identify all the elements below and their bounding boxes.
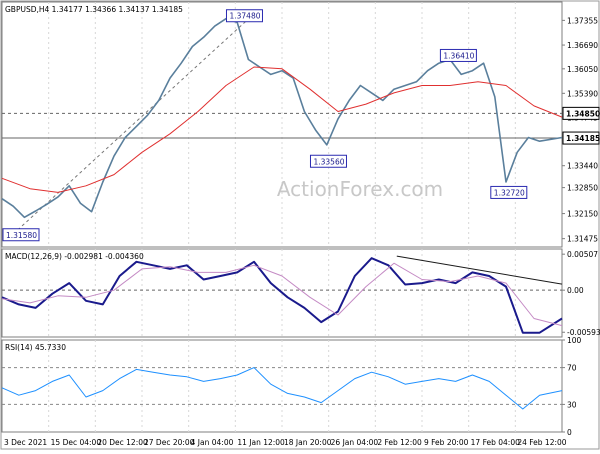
- x-axis-label: 15 Dec 04:00: [51, 438, 102, 447]
- price-ytick-label: 1.32850: [567, 184, 598, 193]
- price-price-line: [1, 17, 563, 219]
- price-annotation-label: 1.33560: [313, 157, 344, 166]
- price-panel-title: GBPUSD,H4 1.34177 1.34366 1.34137 1.3418…: [5, 5, 183, 14]
- x-axis-label: 24 Feb 12:00: [517, 438, 566, 447]
- price-annotation-box: [2, 228, 40, 242]
- macd-macd-line: [1, 257, 563, 334]
- macd-signal-line: [1, 262, 563, 327]
- x-axis-label: 20 Dec 12:00: [97, 438, 148, 447]
- rsi-rsi-line: [1, 367, 563, 410]
- price-ytick-label: 1.31475: [567, 235, 598, 244]
- price-ytick-label: 1.35390: [567, 89, 598, 98]
- price-ytick-label: 1.32150: [567, 210, 598, 219]
- price-hline-label: 1.34185: [566, 134, 600, 143]
- x-axis-label: 9 Feb 20:00: [424, 438, 469, 447]
- watermark-text: ActionForex.com: [277, 177, 443, 201]
- macd-ytick-label: -0.00593: [567, 328, 600, 337]
- price-hline-label-box: [562, 106, 600, 120]
- price-trend-line: [12, 10, 258, 235]
- x-axis-label: 2 Feb 12:00: [377, 438, 422, 447]
- x-axis-label: 18 Jan 20:00: [284, 438, 332, 447]
- rsi-panel-title: RSI(14) 45.7330: [5, 343, 66, 352]
- rsi-ytick-label: 30: [567, 400, 577, 409]
- x-axis-label: 26 Jan 04:00: [331, 438, 379, 447]
- macd-ytick-label: 0.00: [567, 286, 584, 295]
- price-annotation-label: 1.32720: [494, 188, 525, 197]
- rsi-ytick-label: 0: [567, 428, 572, 437]
- x-axis-label: 17 Feb 04:00: [471, 438, 520, 447]
- price-ytick-label: 1.37355: [567, 16, 598, 25]
- x-axis-label: 3 Dec 2021: [4, 438, 47, 447]
- price-annotation-label: 1.31580: [6, 231, 37, 240]
- price-ytick-label: 1.33440: [567, 162, 598, 171]
- x-axis-label: 4 Jan 04:00: [191, 438, 234, 447]
- macd-divergence-line: [396, 255, 563, 285]
- macd-panel-title: MACD(12,26,9) -0.002981 -0.004360: [5, 252, 144, 261]
- x-axis-label: 11 Jan 12:00: [237, 438, 285, 447]
- price-hline-label-box: [562, 131, 600, 145]
- price-hline-label: 1.34850: [566, 109, 600, 118]
- price-annotation-box: [225, 9, 263, 23]
- rsi-ytick-label: 100: [567, 336, 582, 345]
- price-annotation-label: 1.37480: [229, 12, 260, 21]
- rsi-ytick-label: 70: [567, 364, 577, 373]
- price-ma-line: [1, 66, 563, 193]
- price-ytick-label: 1.36690: [567, 41, 598, 50]
- price-annotation-label: 1.36410: [443, 51, 474, 60]
- x-axis-label: 27 Dec 20:00: [144, 438, 195, 447]
- price-annotation-box: [309, 154, 347, 168]
- macd-ytick-label: 0.00507: [567, 250, 598, 259]
- price-ytick-label: 1.36050: [567, 65, 598, 74]
- price-annotation-box: [439, 48, 477, 62]
- price-annotation-box: [490, 185, 528, 199]
